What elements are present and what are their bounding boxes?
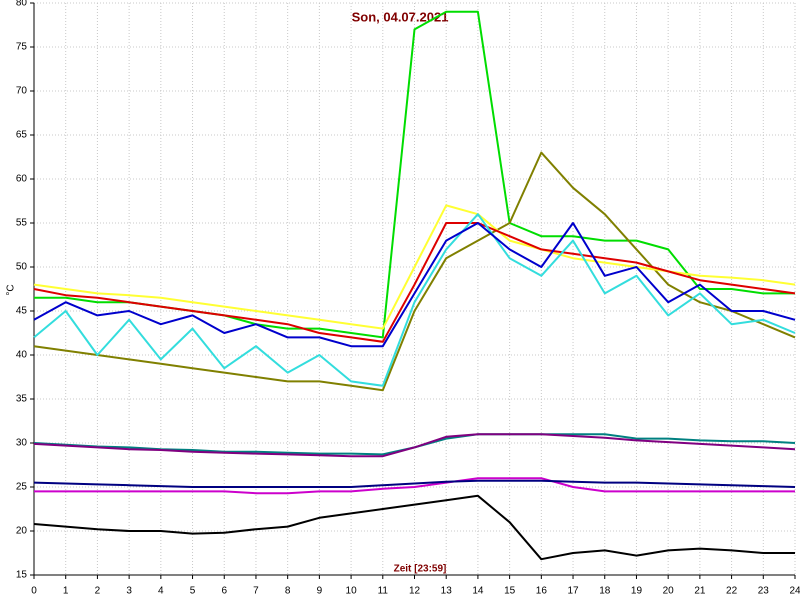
y-tick-label: 65 — [16, 130, 28, 141]
y-axis-label: °C — [6, 284, 17, 295]
y-tick-label: 40 — [16, 350, 28, 361]
x-tick-label: 13 — [441, 586, 453, 597]
x-tick-label: 15 — [504, 586, 516, 597]
y-tick-label: 60 — [16, 174, 28, 185]
x-tick-label: 3 — [126, 586, 132, 597]
x-tick-label: 6 — [221, 586, 227, 597]
x-tick-label: 11 — [378, 586, 389, 597]
x-tick-label: 17 — [567, 586, 579, 597]
y-tick-label: 25 — [16, 482, 28, 493]
series-line — [33, 213, 796, 387]
series-line — [33, 151, 796, 392]
x-tick-label: 16 — [536, 586, 548, 597]
x-tick-label: 21 — [694, 586, 706, 597]
chart-title: Son, 04.07.2021 — [352, 9, 449, 24]
x-axis-label: Zeit [23:59] — [394, 564, 447, 575]
y-tick-label: 35 — [16, 394, 28, 405]
x-tick-label: 7 — [253, 586, 259, 597]
x-tick-label: 0 — [31, 586, 37, 597]
y-tick-label: 20 — [16, 526, 28, 537]
y-tick-label: 80 — [16, 0, 28, 9]
x-tick-label: 4 — [158, 586, 164, 597]
x-tick-label: 9 — [317, 586, 323, 597]
x-tick-label: 20 — [663, 586, 675, 597]
x-tick-label: 18 — [599, 586, 611, 597]
y-tick-label: 50 — [16, 262, 28, 273]
series-line — [33, 479, 796, 488]
y-tick-label: 70 — [16, 86, 28, 97]
x-tick-label: 5 — [190, 586, 196, 597]
x-tick-label: 19 — [631, 586, 643, 597]
y-tick-label: 45 — [16, 306, 28, 317]
x-tick-label: 22 — [726, 586, 738, 597]
series-line — [33, 433, 796, 458]
series-line — [33, 222, 796, 348]
x-tick-label: 24 — [789, 586, 800, 597]
y-tick-label: 75 — [16, 42, 28, 53]
series-line — [34, 477, 795, 495]
x-tick-label: 12 — [409, 586, 421, 597]
y-tick-label: 30 — [16, 438, 28, 449]
y-tick-label: 55 — [16, 218, 28, 229]
x-tick-label: 2 — [95, 586, 101, 597]
x-tick-label: 10 — [346, 586, 358, 597]
x-tick-label: 1 — [63, 586, 69, 597]
series-line — [33, 222, 796, 343]
x-tick-label: 14 — [472, 586, 484, 597]
x-tick-label: 23 — [758, 586, 770, 597]
y-tick-label: 15 — [16, 570, 28, 581]
x-tick-label: 8 — [285, 586, 291, 597]
series-line — [33, 494, 795, 561]
